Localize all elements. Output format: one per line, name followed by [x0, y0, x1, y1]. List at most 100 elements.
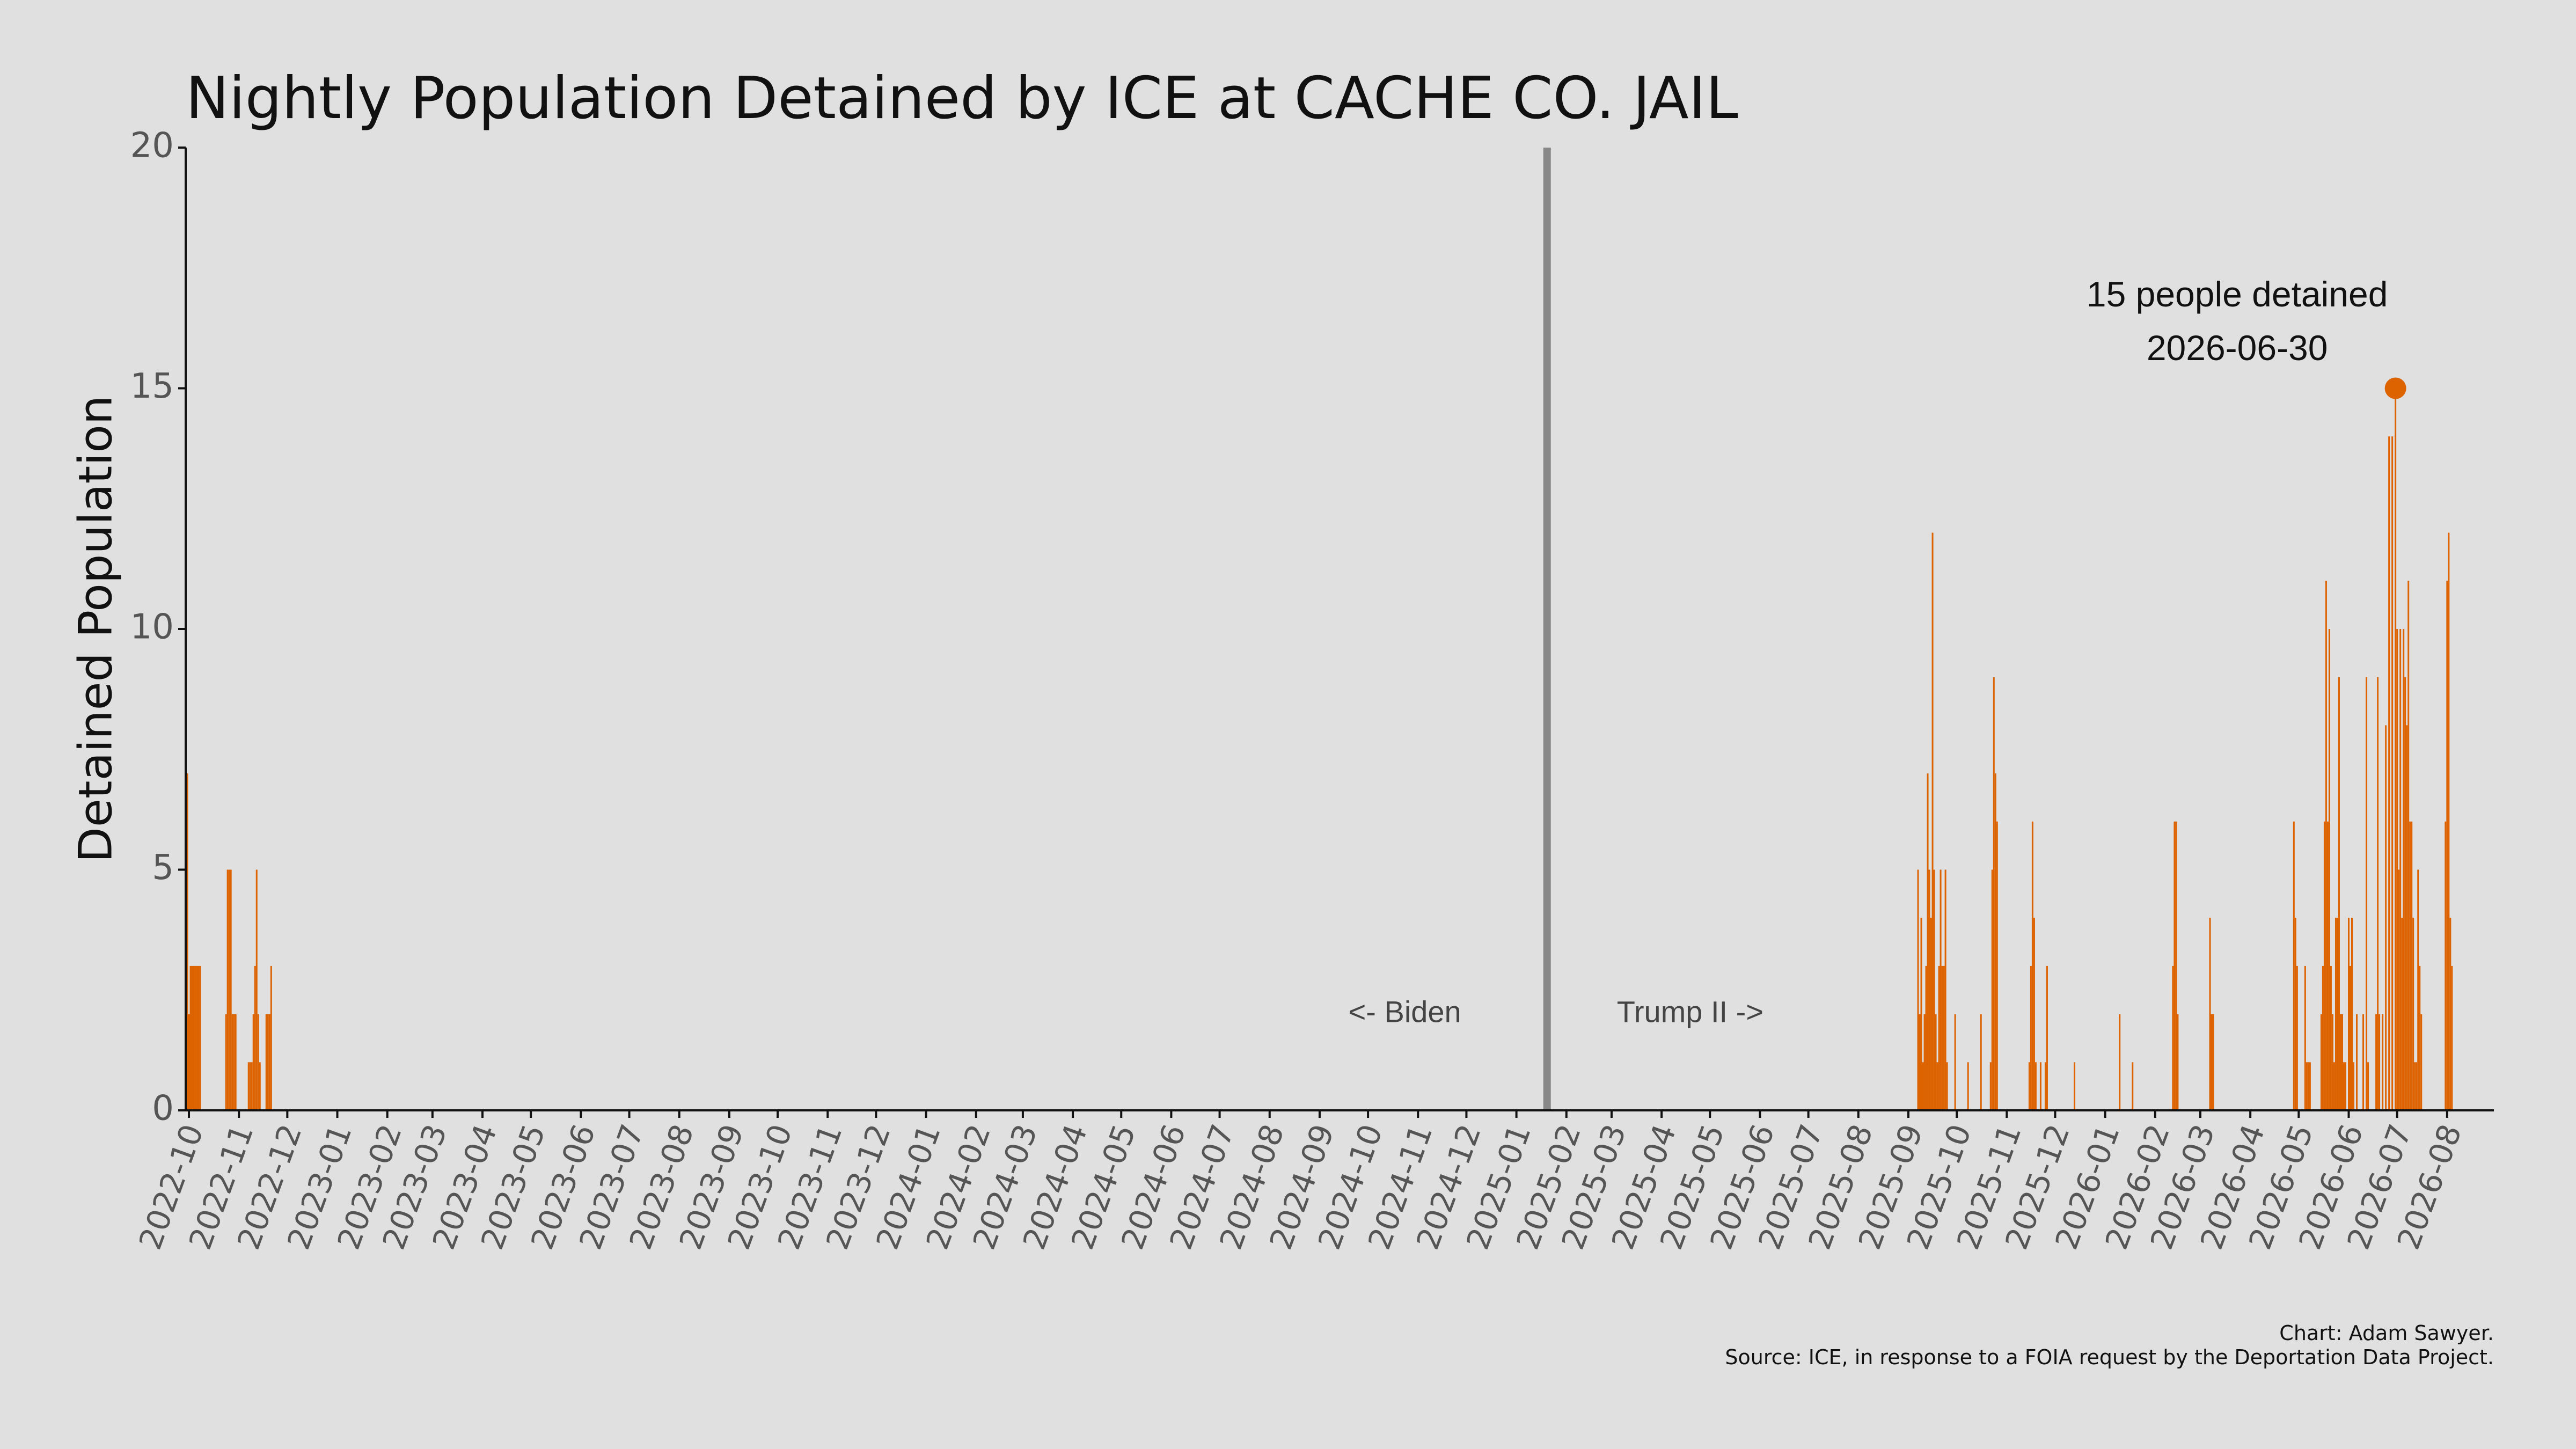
bar: [2212, 1014, 2214, 1110]
bar: [1930, 918, 1932, 1110]
bar: [1925, 965, 1927, 1110]
bar: [2396, 629, 2398, 1110]
bar: [2331, 1014, 2333, 1110]
bar: [2420, 1014, 2423, 1110]
bar: [2385, 725, 2387, 1110]
annotation: 15 people detained: [2087, 274, 2388, 314]
bar: [2174, 821, 2176, 1110]
bar: [2028, 1062, 2030, 1110]
bar: [2356, 1014, 2358, 1110]
bar: [2404, 677, 2406, 1110]
bar: [2401, 918, 2403, 1110]
bar: [1927, 773, 1929, 1110]
bar: [2326, 821, 2329, 1110]
bar: [255, 869, 258, 1110]
bar: [2407, 581, 2410, 1110]
bar: [2416, 1062, 2418, 1110]
bar: [1920, 918, 1922, 1110]
bar: [2419, 965, 2421, 1110]
chart-title: Nightly Population Detained by ICE at CA…: [186, 65, 1738, 132]
bar: [186, 773, 188, 1110]
bar: [1941, 965, 1943, 1110]
bar: [2320, 1014, 2322, 1110]
bar: [2379, 1014, 2381, 1110]
bar: [2336, 918, 2338, 1110]
y-tick-label: 15: [130, 367, 174, 406]
bar: [2333, 1062, 2335, 1110]
bar: [2325, 581, 2327, 1110]
bar: [247, 1062, 250, 1110]
bar: [2211, 1014, 2213, 1110]
bar: [1935, 1014, 1937, 1110]
bar: [1938, 965, 1940, 1110]
bar: [2296, 965, 2298, 1110]
bar: [1933, 869, 1935, 1110]
bar: [2172, 965, 2174, 1110]
bar: [1919, 1014, 1921, 1110]
bar: [2388, 436, 2390, 1111]
bar: [259, 1062, 261, 1110]
bar: [2309, 1062, 2311, 1110]
bar: [235, 1014, 237, 1110]
bar: [1940, 869, 1942, 1110]
bar: [2403, 629, 2405, 1110]
y-tick-label: 5: [152, 848, 174, 888]
bar: [2347, 918, 2350, 1110]
bar: [1993, 677, 1995, 1110]
bar: [2307, 1062, 2309, 1110]
bar: [199, 965, 201, 1110]
bar: [252, 1014, 254, 1110]
bar: [1917, 869, 1919, 1110]
bar: [2375, 1014, 2377, 1110]
bar: [257, 1014, 259, 1110]
bar: [2406, 725, 2408, 1110]
bar: [2367, 1062, 2369, 1110]
bar: [2177, 1014, 2179, 1110]
era-label: <- Biden: [1349, 994, 1461, 1028]
bar: [2035, 1062, 2037, 1110]
bar: [1980, 1014, 1982, 1110]
caption: Source: ICE, in response to a FOIA reque…: [1725, 1345, 2494, 1369]
bar: [1931, 532, 1934, 1110]
bar: [2448, 532, 2450, 1110]
bar: [2328, 629, 2330, 1110]
bar: [233, 1014, 235, 1110]
bar: [230, 869, 232, 1110]
bar: [2294, 918, 2296, 1110]
bar: [1991, 869, 1993, 1110]
bar: [268, 1014, 270, 1110]
bar: [2031, 821, 2033, 1110]
bar: [251, 1062, 253, 1110]
bar: [2362, 1014, 2365, 1110]
bar: [2293, 821, 2295, 1110]
bar: [1994, 773, 1996, 1110]
bar: [2044, 1062, 2046, 1110]
bar: [265, 1014, 267, 1110]
bar: [189, 965, 192, 1110]
bar: [2334, 918, 2337, 1110]
bar: [2306, 1062, 2308, 1110]
bar: [254, 965, 256, 1110]
bar: [2341, 1014, 2343, 1110]
bar: [1943, 965, 1945, 1110]
bar: [249, 1062, 251, 1110]
bar: [2074, 1062, 2076, 1110]
bar: [1954, 1014, 1956, 1110]
y-tick-label: 10: [130, 608, 174, 647]
bar: [2344, 1062, 2346, 1110]
bar: [2304, 965, 2306, 1110]
bar: [196, 965, 198, 1110]
bar: [231, 1014, 233, 1110]
bar: [2377, 677, 2379, 1110]
bar: [1944, 869, 1946, 1110]
y-tick-label: 20: [130, 126, 174, 166]
bar: [2339, 1014, 2341, 1110]
bar: [2349, 965, 2352, 1110]
bar: [2399, 629, 2402, 1110]
bar: [2039, 1062, 2041, 1110]
bar: [2412, 918, 2414, 1110]
bar: [2398, 869, 2400, 1110]
bar: [1946, 1062, 1948, 1110]
bar: [2046, 965, 2048, 1110]
